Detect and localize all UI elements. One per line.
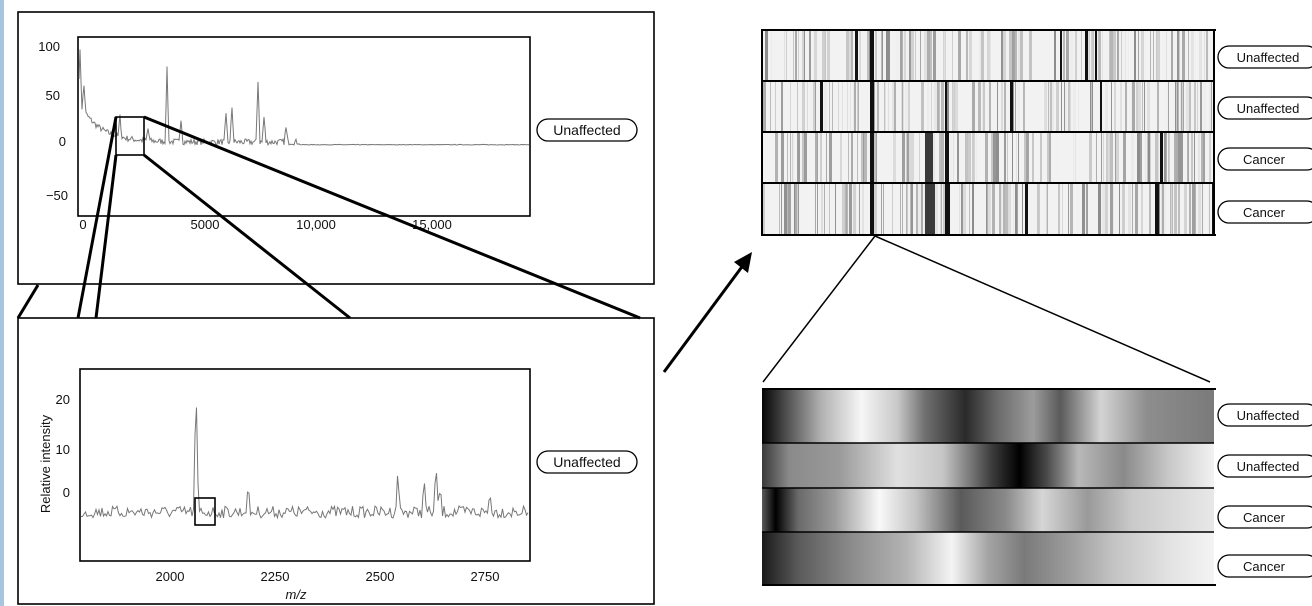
heatmap-top-row-label: Cancer [1243, 205, 1286, 220]
heatmap-bottom-row [762, 488, 1214, 532]
heatmap-bottom-row-pill [1217, 454, 1312, 478]
heatmap-bottom: Unaffected Unaffected Cancer Cancer [762, 388, 1312, 586]
heatmap-bottom-row-label: Unaffected [1237, 459, 1300, 474]
panel-a-plot-area [77, 36, 531, 217]
zoom-connectors-a-b [16, 115, 641, 320]
panel-a-y-tick: 100 [38, 39, 60, 54]
panel-b-zoom-box [194, 497, 216, 526]
panel-b-x-tick: 2750 [471, 569, 500, 584]
heatmap-bottom-row [762, 443, 1214, 488]
heatmap-top-row-label: Cancer [1243, 152, 1286, 167]
heatmap-bottom-row-label: Unaffected [1237, 408, 1300, 423]
panel-a-x-tick: 0 [79, 217, 86, 232]
heatmap-bottom-row-pill [1217, 554, 1312, 578]
panel-a-y-tick: 50 [46, 88, 60, 103]
panel-b-sample-pill [536, 450, 638, 474]
panel-a-x-tick: 5000 [191, 217, 220, 232]
panel-a-spectrum-trace [78, 49, 529, 147]
panel-a-x-tick: 10,000 [296, 217, 336, 232]
panel-b: Relative intensity 20 10 0 2000 2250 250… [17, 317, 655, 605]
left-accent-rule [0, 0, 4, 606]
panel-b-plot-area [79, 368, 531, 562]
heatmap-top-row-label: Unaffected [1237, 50, 1300, 65]
panel-a-frame [17, 11, 655, 285]
heatmap-top-row-pill [1217, 200, 1312, 224]
panel-a-zoom-box [115, 116, 145, 156]
panel-a-sample-pill [536, 118, 638, 142]
panel-a-sample-label: Unaffected [553, 122, 620, 138]
panel-b-x-tick: 2500 [366, 569, 395, 584]
panel-b-x-tick: 2250 [261, 569, 290, 584]
heatmap-bottom-row-pill [1217, 505, 1312, 529]
heatmap-top-row-pill [1217, 147, 1312, 171]
heatmap-top-row-pill [1217, 96, 1312, 120]
heatmap-bottom-row-pill [1217, 403, 1312, 427]
panel-a-y-tick: 0 [59, 134, 66, 149]
panel-b-y-tick: 20 [56, 392, 70, 407]
heatmap-top-row-pill [1217, 45, 1312, 69]
heatmap-bottom-row [762, 532, 1214, 584]
zoom-connectors-heatmap [762, 235, 1211, 383]
panel-b-spectrum-trace [80, 407, 529, 520]
panel-b-x-tick: 2000 [156, 569, 185, 584]
heatmap-bottom-row-label: Cancer [1243, 559, 1286, 574]
panel-b-y-tick: 10 [56, 442, 70, 457]
heatmap-bottom-row [762, 390, 1214, 443]
panel-b-y-tick: 0 [63, 485, 70, 500]
heatmap-top: Unaffected Unaffected Cancer Cancer [761, 29, 1312, 236]
panel-b-x-axis-label: m/z [286, 587, 307, 602]
arrow-to-heatmap [662, 252, 752, 373]
panel-b-y-axis-label: Relative intensity [38, 414, 53, 513]
panel-b-sample-label: Unaffected [553, 454, 620, 470]
panel-a-x-tick: 15,000 [412, 217, 452, 232]
panel-b-frame [17, 317, 655, 605]
panel-a: 100 50 0 −50 0 5000 10,000 15,000 Unaffe… [17, 11, 655, 285]
panel-a-y-tick: −50 [46, 188, 68, 203]
heatmap-top-row-label: Unaffected [1237, 101, 1300, 116]
heatmap-bottom-row-label: Cancer [1243, 510, 1286, 525]
